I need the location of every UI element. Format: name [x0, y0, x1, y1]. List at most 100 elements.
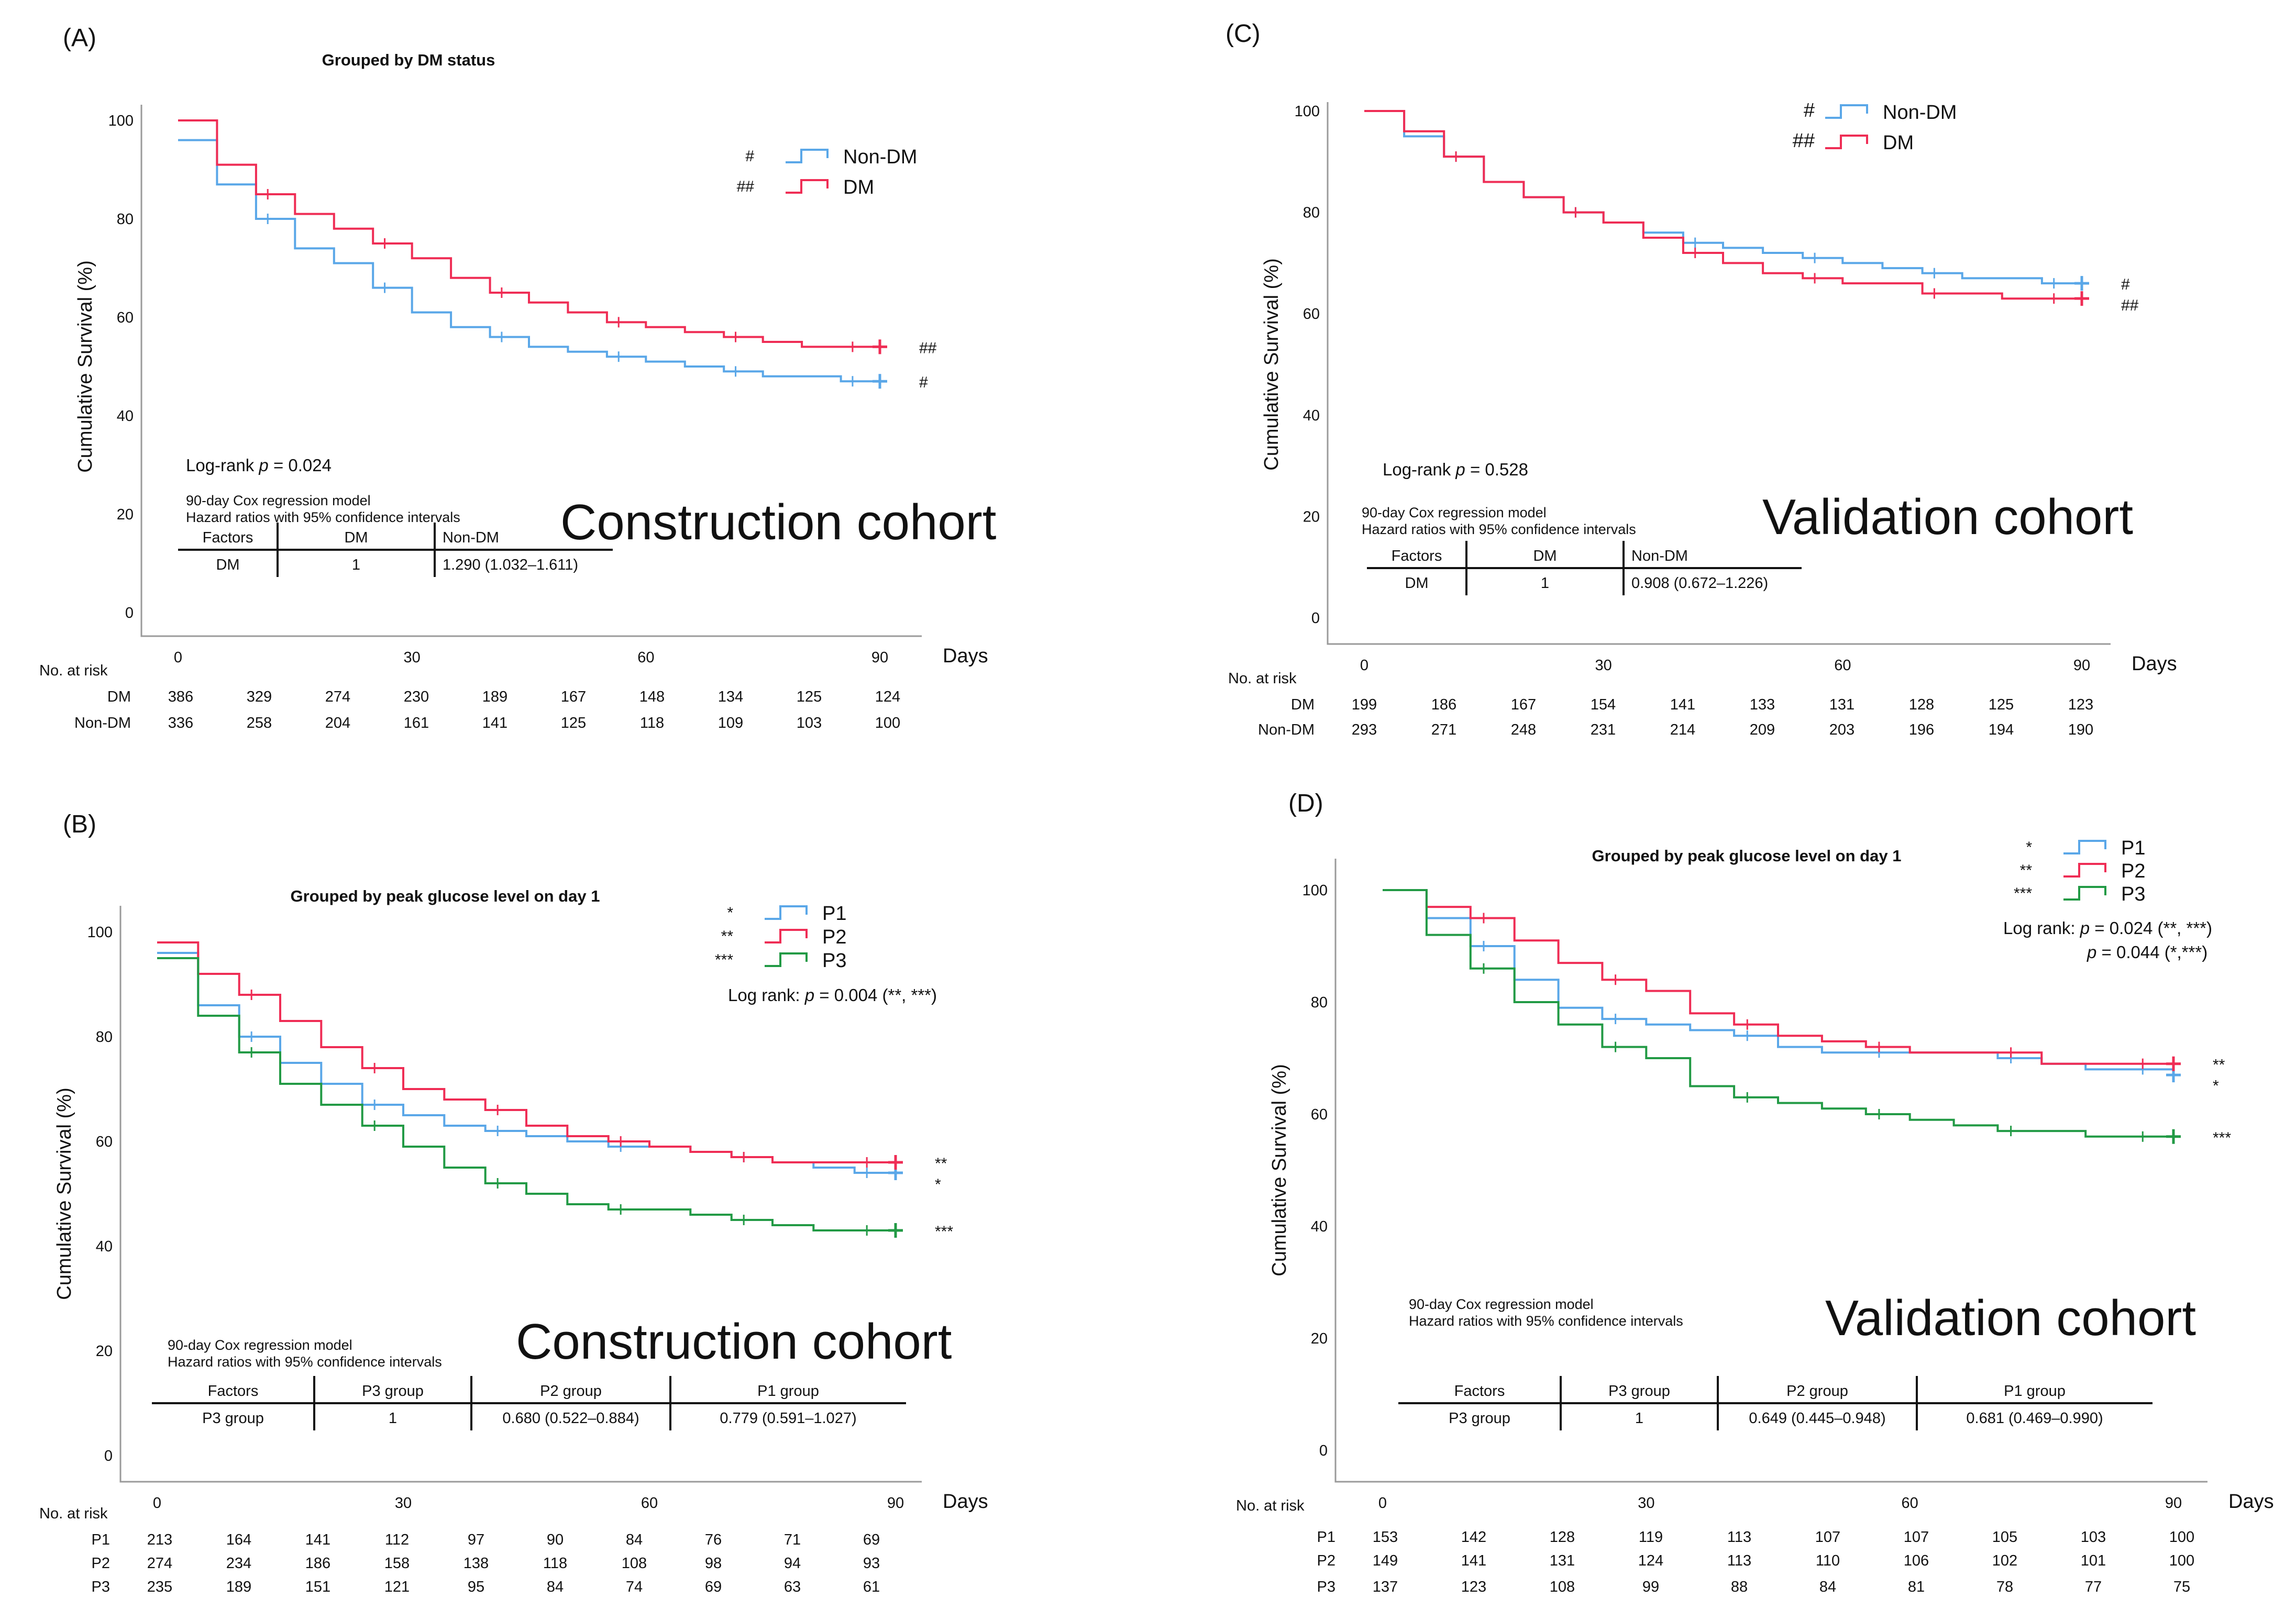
- risk-value: 189: [482, 689, 507, 705]
- risk-value: 149: [1373, 1552, 1398, 1569]
- legend-mark: **: [2020, 862, 2033, 879]
- table-header: Factors: [1392, 548, 1442, 564]
- x-tick-label: 90: [2073, 657, 2090, 674]
- risk-row-label: P1: [1317, 1529, 1335, 1546]
- cox-note: Hazard ratios with 95% confidence interv…: [186, 509, 460, 525]
- end-marker: [2074, 276, 2089, 291]
- stat-p: p: [2080, 918, 2090, 938]
- risk-value: 124: [1638, 1552, 1663, 1569]
- risk-value: 103: [2081, 1529, 2106, 1546]
- cox-note: 90-day Cox regression model: [1409, 1296, 1594, 1312]
- table-header: Non-DM: [443, 529, 499, 546]
- y-tick-label: 40: [1311, 1218, 1328, 1235]
- x-tick-label: 60: [641, 1495, 658, 1512]
- x-tick-label: 60: [1902, 1495, 1918, 1512]
- risk-value: 124: [875, 689, 900, 705]
- legend-swatch: [2063, 863, 2106, 878]
- legend-label: P3: [822, 950, 846, 972]
- end-marker: [873, 339, 887, 354]
- y-tick-label: 100: [108, 113, 134, 129]
- legend-mark: **: [721, 928, 734, 945]
- stat-suffix: = 0.024 (**, ***): [2090, 918, 2212, 938]
- y-axis-label: Cumulative Survival (%): [1261, 258, 1283, 470]
- risk-value: 108: [622, 1555, 647, 1572]
- risk-value: 329: [247, 689, 272, 705]
- risk-row-label: Non-DM: [1258, 721, 1315, 738]
- risk-value: 100: [875, 715, 900, 731]
- risk-value: 125: [797, 689, 822, 705]
- risk-value: 94: [784, 1555, 801, 1572]
- legend-mark: *: [727, 904, 733, 921]
- risk-value: 118: [640, 715, 664, 731]
- risk-value: 167: [1511, 696, 1536, 713]
- risk-value: 84: [626, 1531, 643, 1548]
- table-header: DM: [1533, 548, 1557, 564]
- risk-value: 293: [1352, 721, 1377, 738]
- risk-value: 186: [305, 1555, 330, 1572]
- x-tick-label: 0: [153, 1495, 161, 1512]
- risk-value: 107: [1904, 1529, 1929, 1546]
- survival-curve-p3: [157, 957, 896, 1231]
- legend-swatch: [765, 905, 808, 920]
- table-cell: 0.779 (0.591–1.027): [720, 1410, 856, 1427]
- y-tick-label: 100: [87, 924, 113, 941]
- y-axis-label: Cumulative Survival (%): [1268, 1064, 1290, 1276]
- stat-suffix: = 0.004 (**, ***): [814, 985, 937, 1005]
- legend-label: DM: [1883, 132, 1914, 154]
- risk-value: 141: [482, 715, 507, 731]
- y-tick-label: 20: [1311, 1330, 1328, 1347]
- risk-value: 186: [1431, 696, 1456, 713]
- stat-prefix: Log-rank: [186, 456, 259, 475]
- panel-label: (C): [1226, 20, 1261, 48]
- table-header: P2 group: [1786, 1383, 1848, 1400]
- x-axis-label: Days: [943, 645, 988, 667]
- survival-curve-non-dm: [178, 139, 880, 383]
- y-axis-label: Cumulative Survival (%): [53, 1087, 75, 1300]
- risk-value: 164: [226, 1531, 251, 1548]
- risk-header: No. at risk: [1236, 1497, 1305, 1514]
- risk-value: 77: [2085, 1579, 2102, 1595]
- x-tick-label: 30: [1638, 1495, 1654, 1512]
- legend-swatch: [1825, 104, 1868, 119]
- significance-mark: ***: [2213, 1129, 2231, 1147]
- significance-mark: ##: [919, 339, 937, 357]
- risk-value: 90: [547, 1531, 564, 1548]
- risk-value: 209: [1750, 721, 1775, 738]
- stat-prefix: Log-rank: [1383, 460, 1455, 479]
- cox-note: Hazard ratios with 95% confidence interv…: [1362, 521, 1636, 537]
- axis-frame: [119, 906, 922, 1483]
- risk-value: 161: [404, 715, 429, 731]
- risk-value: 167: [561, 689, 586, 705]
- axis-frame: [1327, 102, 2111, 645]
- cohort-label: Construction cohort: [516, 1314, 952, 1370]
- risk-row-label: P2: [92, 1555, 110, 1572]
- risk-value: 118: [543, 1555, 567, 1572]
- risk-value: 131: [1550, 1552, 1575, 1569]
- table-cell: 1: [389, 1410, 397, 1427]
- risk-value: 131: [1829, 696, 1855, 713]
- risk-value: 102: [1992, 1552, 2017, 1569]
- risk-value: 148: [639, 689, 665, 705]
- risk-value: 107: [1815, 1529, 1840, 1546]
- risk-value: 230: [404, 689, 429, 705]
- risk-value: 61: [863, 1579, 880, 1595]
- table-header: Non-DM: [1631, 548, 1688, 564]
- x-axis-label: Days: [2132, 653, 2177, 675]
- legend-label: DM: [843, 176, 874, 198]
- y-tick-label: 0: [104, 1448, 113, 1464]
- risk-value: 93: [863, 1555, 880, 1572]
- x-tick-label: 30: [404, 649, 421, 666]
- stat-p: p: [804, 985, 814, 1005]
- x-tick-label: 0: [174, 649, 182, 666]
- table-cell: P3 group: [1449, 1410, 1510, 1427]
- x-tick-label: 60: [637, 649, 654, 666]
- cox-note: 90-day Cox regression model: [1362, 505, 1547, 520]
- end-marker: [873, 374, 887, 389]
- table-cell: DM: [216, 557, 239, 573]
- legend-swatch: [2063, 840, 2106, 854]
- y-tick-label: 80: [96, 1029, 113, 1046]
- legend-label: P2: [2121, 860, 2145, 882]
- end-marker: [888, 1223, 903, 1238]
- risk-value: 274: [147, 1555, 172, 1572]
